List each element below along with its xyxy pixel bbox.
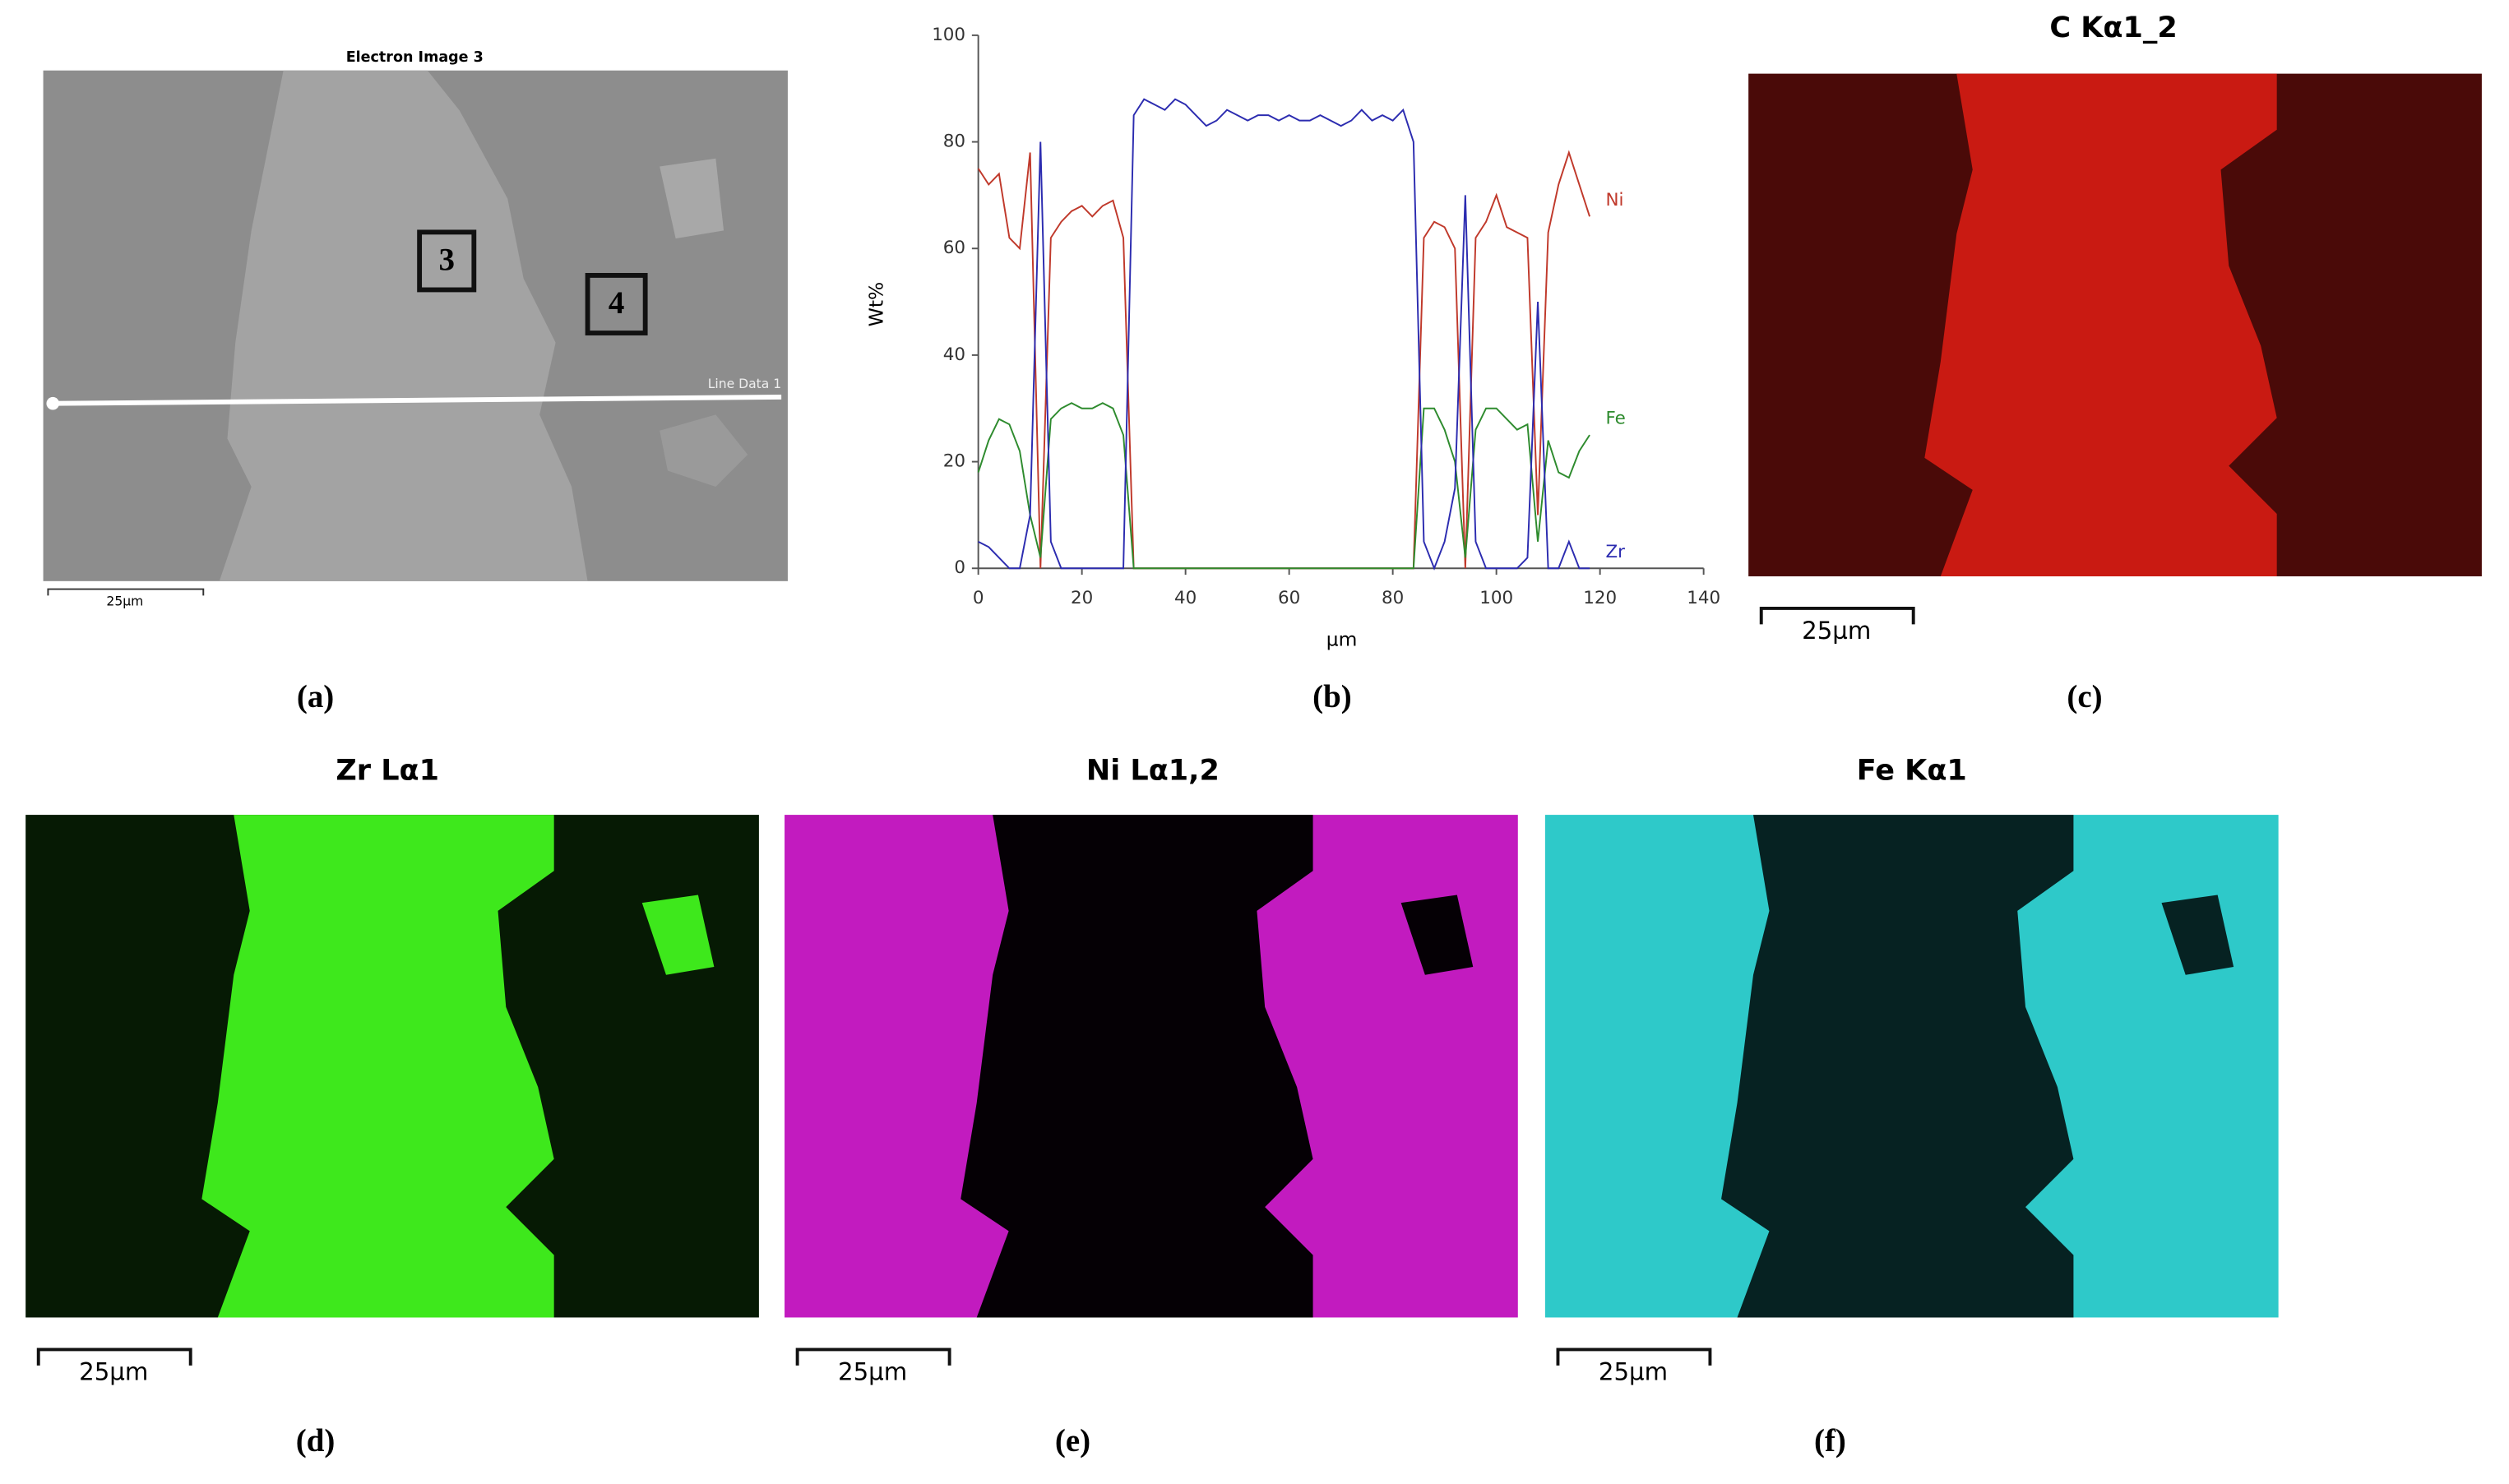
- panel-label: (b): [1312, 679, 1352, 714]
- map-region: [201, 815, 554, 1318]
- marker-label: 4: [609, 285, 624, 321]
- line-label: Line Data 1: [708, 377, 781, 391]
- image-title: Electron Image 3: [346, 49, 484, 66]
- marker-label: 3: [438, 242, 454, 277]
- y-tick-label: 60: [943, 238, 965, 258]
- x-tick-label: 120: [1583, 588, 1617, 608]
- legend-label: Ni: [1606, 190, 1624, 210]
- y-tick-label: 0: [954, 557, 965, 578]
- panel-label: (f): [1814, 1423, 1846, 1459]
- grain: [219, 70, 588, 581]
- scale-label: 25µm: [79, 1358, 148, 1386]
- y-tick-label: 20: [943, 451, 965, 472]
- grain: [660, 414, 748, 487]
- x-tick-label: 80: [1382, 588, 1404, 608]
- x-tick-label: 100: [1479, 588, 1513, 608]
- scale-bar: [1759, 606, 1915, 625]
- scale-label: 25µm: [106, 594, 143, 609]
- map-title: C Kα1_2: [2049, 11, 2177, 44]
- series-line: [978, 98, 1590, 571]
- map-title: Zr Lα1: [336, 754, 439, 788]
- panel-label: (d): [296, 1423, 336, 1459]
- map-region: [1400, 895, 1474, 975]
- scale-bar: [36, 1348, 192, 1366]
- legend-label: Fe: [1606, 409, 1626, 429]
- scale-bar: [47, 588, 205, 596]
- scan-start: [46, 396, 60, 410]
- scale-label: 25µm: [838, 1358, 907, 1386]
- x-tick-label: 40: [1174, 588, 1197, 608]
- map-region: [1721, 815, 2074, 1318]
- legend-label: Zr: [1606, 542, 1626, 562]
- y-tick-label: 40: [943, 344, 965, 365]
- map-region: [641, 895, 715, 975]
- map-region: [2161, 895, 2234, 975]
- x-tick-label: 20: [1071, 588, 1093, 608]
- panel-label: (e): [1055, 1423, 1090, 1459]
- map-region: [1924, 73, 2277, 576]
- y-tick-label: 100: [932, 25, 965, 45]
- y-axis-label: Wt%: [864, 282, 887, 326]
- grain: [660, 158, 724, 239]
- panel-label: (a): [297, 679, 334, 714]
- scale-bar: [1556, 1348, 1712, 1366]
- x-axis-label: µm: [1326, 627, 1358, 650]
- panel-label: (c): [2067, 679, 2102, 714]
- scan-line: [53, 394, 782, 406]
- x-tick-label: 140: [1687, 588, 1720, 608]
- map-title: Fe Kα1: [1857, 754, 1967, 788]
- scale-bar: [795, 1348, 951, 1366]
- scale-label: 25µm: [1802, 617, 1871, 645]
- map-region: [961, 815, 1313, 1318]
- scale-label: 25µm: [1599, 1358, 1668, 1386]
- map-title: Ni Lα1,2: [1086, 754, 1220, 788]
- marker-box: [585, 273, 648, 335]
- x-tick-label: 60: [1278, 588, 1300, 608]
- y-tick-label: 80: [943, 132, 965, 152]
- marker-box: [417, 229, 477, 293]
- series-line: [977, 402, 1590, 570]
- x-tick-label: 0: [973, 588, 984, 608]
- series-line: [977, 150, 1590, 570]
